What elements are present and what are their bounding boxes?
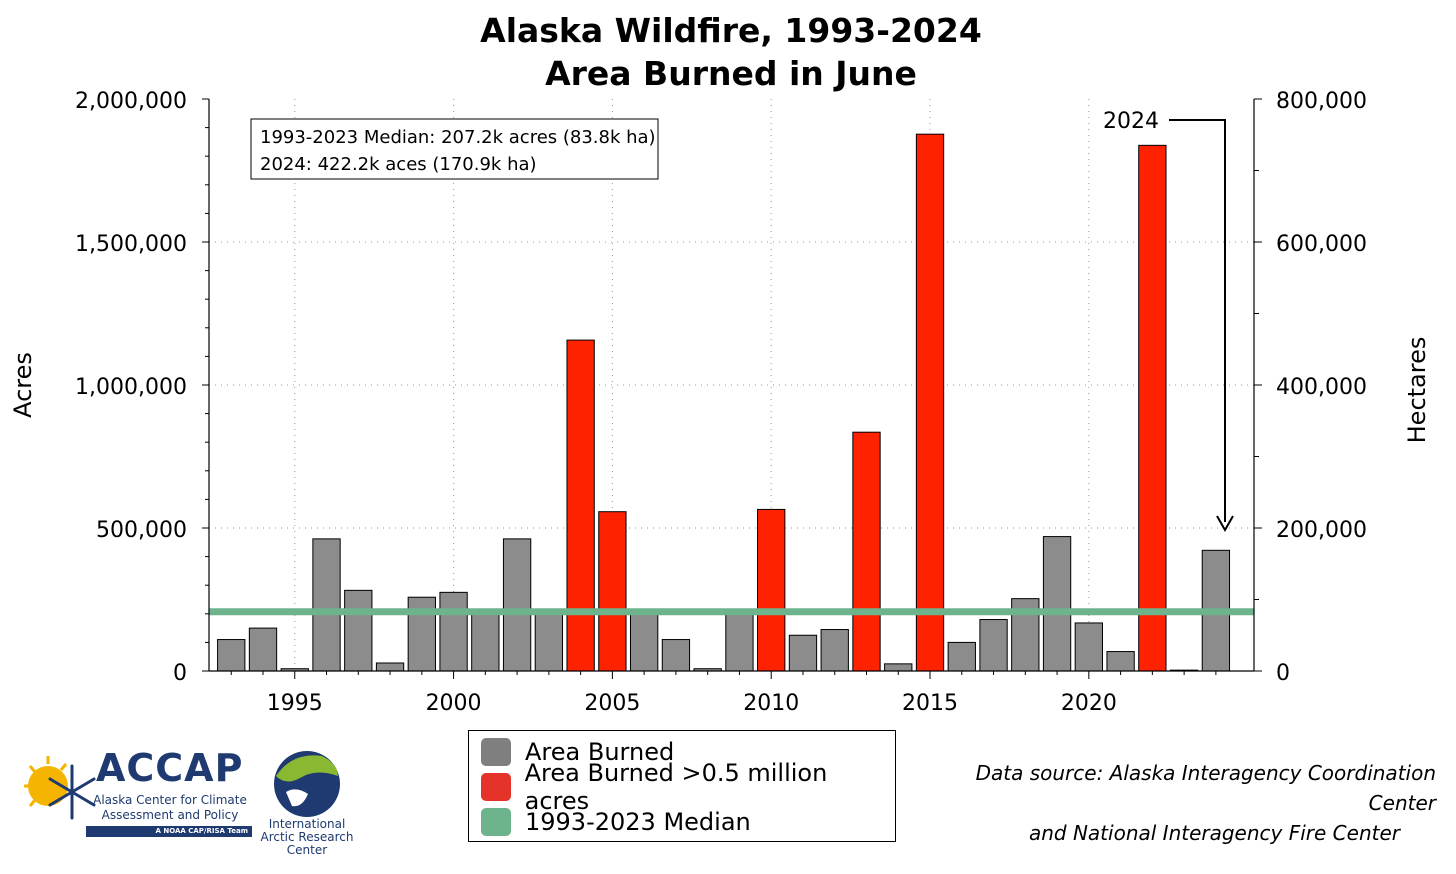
bar-area-burned (248, 627, 278, 672)
x-tick-label: 2005 (584, 691, 640, 716)
bar-area-burned (217, 639, 246, 672)
y2-tick-label: 600,000 (1276, 232, 1367, 257)
legend-item-median: 1993-2023 Median (481, 806, 751, 838)
bar-area-burned (884, 663, 913, 672)
x-tick-label: 2010 (743, 691, 799, 716)
bar-large-fire (566, 339, 595, 672)
bar-area-burned (629, 609, 659, 672)
y-tick-label: 500,000 (96, 518, 187, 543)
accap-subtitle: Alaska Center for Climate Assessment and… (93, 793, 247, 822)
sun-snowflake-icon (24, 756, 96, 820)
y2-axis-title: Hectares (1403, 337, 1431, 444)
legend-label: Area Burned (525, 738, 675, 766)
iarc-name: International Arctic Research Center (260, 817, 354, 857)
y-axis-title: Acres (9, 352, 37, 418)
data-source: Data source: Alaska Interagency Coordina… (902, 758, 1436, 848)
x-tick-label: 2015 (902, 691, 958, 716)
bar-large-fire (915, 133, 945, 672)
bar-area-burned (344, 589, 373, 672)
annotation-box (250, 118, 659, 180)
bar-area-burned (979, 619, 1008, 672)
bar-area-burned (375, 662, 405, 672)
y2-tick-label: 0 (1276, 661, 1290, 686)
legend-item-area-burned: Area Burned (481, 736, 674, 768)
chart-title: Alaska Wildfire, 1993-2024 (480, 11, 982, 50)
callout-arrow (1169, 119, 1226, 522)
y-tick-label: 1,000,000 (75, 375, 187, 400)
legend-label: Area Burned >0.5 million acres (524, 759, 828, 815)
bar-area-burned (471, 611, 500, 672)
bar-area-burned (502, 538, 532, 672)
legend: Area Burned Area Burned >0.5 million acr… (468, 730, 896, 842)
data-source-line-2: and National Interagency Fire Center (1028, 821, 1400, 845)
legend-swatch-gray (481, 738, 511, 766)
y2-tick-label: 800,000 (1276, 89, 1367, 114)
annotation-line-2024: 2024: 422.2k aces (170.9k ha) (260, 154, 537, 175)
bar-area-burned (312, 538, 341, 672)
accap-tagline: A NOAA CAP/RISA Team (86, 826, 252, 837)
legend-swatch-green (481, 808, 511, 836)
y-tick-label: 2,000,000 (75, 89, 187, 114)
bar-area-burned (1074, 622, 1103, 672)
legend-item-large-fires: Area Burned >0.5 million acres (481, 759, 895, 815)
bar-area-burned (947, 641, 976, 672)
bar-large-fire (852, 431, 881, 672)
iarc-logo: International Arctic Research Center (252, 746, 362, 857)
callout-2024-label: 2024 (1103, 109, 1159, 134)
bar-area-burned (788, 634, 818, 672)
globe-icon (274, 751, 340, 817)
bar-large-fire (757, 508, 786, 672)
x-tick-label: 2000 (426, 691, 482, 716)
y2-tick-label: 200,000 (1276, 518, 1367, 543)
callout-arrowhead (1216, 515, 1234, 533)
legend-swatch-red (481, 773, 511, 801)
y-tick-label: 1,500,000 (75, 232, 187, 257)
bar-large-fire (598, 511, 627, 672)
bar-area-burned (725, 609, 754, 672)
bar-area-burned (1106, 651, 1135, 672)
bar-area-burned (534, 610, 564, 672)
y2-tick-label: 400,000 (1276, 375, 1367, 400)
y-tick-label: 0 (173, 661, 187, 686)
bar-area-burned (661, 639, 691, 672)
bar-large-fire (1138, 144, 1167, 672)
accap-logo: ACCAP Alaska Center for Climate Assessme… (20, 746, 252, 842)
accap-name: ACCAP (96, 746, 244, 790)
x-tick-label: 1995 (267, 691, 323, 716)
data-source-line-1: Data source: Alaska Interagency Coordina… (975, 761, 1436, 815)
bar-area-burned (439, 591, 468, 672)
chart-subtitle: Area Burned in June (545, 54, 917, 93)
annotation-line-median: 1993-2023 Median: 207.2k acres (83.8k ha… (260, 127, 656, 148)
legend-label: 1993-2023 Median (525, 808, 751, 836)
bar-area-burned (820, 629, 849, 672)
bar-area-burned (1042, 536, 1072, 672)
x-tick-label: 2020 (1061, 691, 1117, 716)
